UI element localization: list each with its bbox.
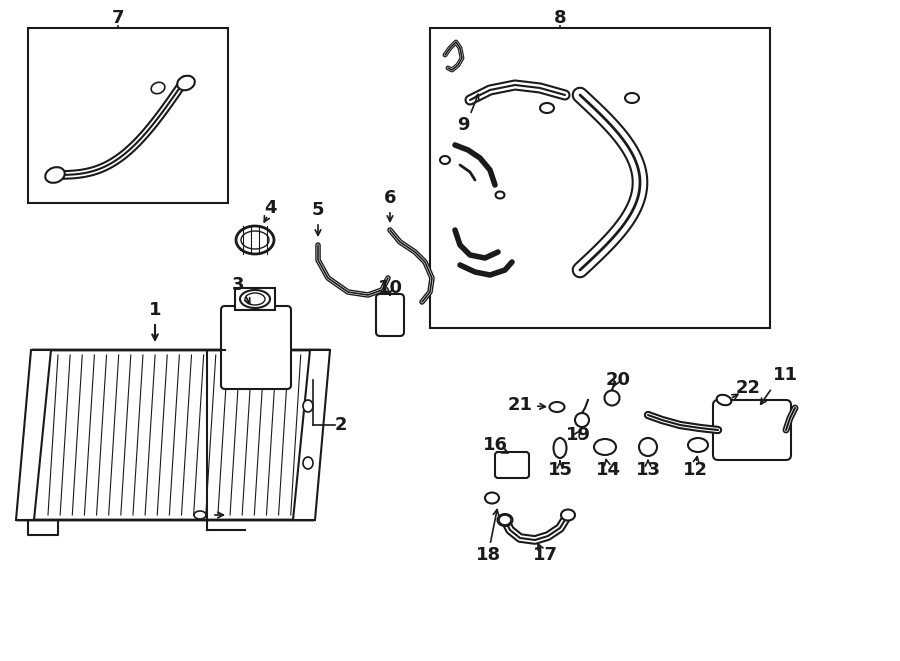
Text: 15: 15: [547, 461, 572, 479]
FancyBboxPatch shape: [495, 452, 529, 478]
Ellipse shape: [561, 510, 575, 520]
Ellipse shape: [550, 402, 564, 412]
Bar: [235, 288, 275, 310]
Ellipse shape: [554, 438, 566, 458]
Ellipse shape: [240, 290, 270, 308]
Text: 18: 18: [475, 546, 500, 564]
Text: 5: 5: [311, 201, 324, 219]
Ellipse shape: [241, 231, 269, 249]
Text: 12: 12: [682, 461, 707, 479]
Text: 1: 1: [148, 301, 161, 319]
FancyBboxPatch shape: [221, 306, 291, 389]
Ellipse shape: [540, 103, 554, 113]
Text: 11: 11: [772, 366, 797, 384]
Ellipse shape: [688, 438, 708, 452]
Ellipse shape: [498, 514, 512, 526]
Ellipse shape: [625, 93, 639, 103]
Text: 8: 8: [554, 9, 566, 27]
Text: 6: 6: [383, 189, 396, 207]
Ellipse shape: [499, 515, 511, 525]
Text: 9: 9: [456, 116, 469, 134]
Text: 17: 17: [533, 546, 557, 564]
Ellipse shape: [716, 395, 732, 405]
FancyBboxPatch shape: [713, 400, 791, 460]
Ellipse shape: [45, 167, 65, 183]
Bar: [430, 28, 770, 328]
Text: 14: 14: [596, 461, 620, 479]
Polygon shape: [18, 350, 328, 520]
Text: 7: 7: [112, 9, 124, 27]
Text: 21: 21: [508, 396, 533, 414]
Ellipse shape: [303, 400, 313, 412]
Text: 19: 19: [565, 426, 590, 444]
Ellipse shape: [639, 438, 657, 456]
Ellipse shape: [303, 457, 313, 469]
Text: 16: 16: [482, 436, 508, 454]
FancyBboxPatch shape: [376, 294, 404, 336]
Ellipse shape: [194, 511, 206, 519]
Ellipse shape: [245, 293, 265, 305]
Ellipse shape: [575, 413, 589, 427]
Text: 2: 2: [335, 416, 347, 434]
Ellipse shape: [594, 439, 616, 455]
Text: 13: 13: [635, 461, 661, 479]
Ellipse shape: [485, 492, 499, 504]
Bar: [28, 28, 228, 203]
Ellipse shape: [605, 391, 619, 405]
Polygon shape: [16, 350, 51, 520]
Ellipse shape: [496, 192, 505, 198]
Ellipse shape: [440, 156, 450, 164]
Text: 20: 20: [606, 371, 631, 389]
Ellipse shape: [236, 226, 274, 254]
Ellipse shape: [177, 76, 194, 91]
Polygon shape: [293, 350, 330, 520]
Text: 4: 4: [264, 199, 276, 217]
Ellipse shape: [151, 83, 165, 94]
Text: 10: 10: [377, 279, 402, 297]
Text: 3: 3: [232, 276, 244, 294]
Text: 22: 22: [735, 379, 760, 397]
